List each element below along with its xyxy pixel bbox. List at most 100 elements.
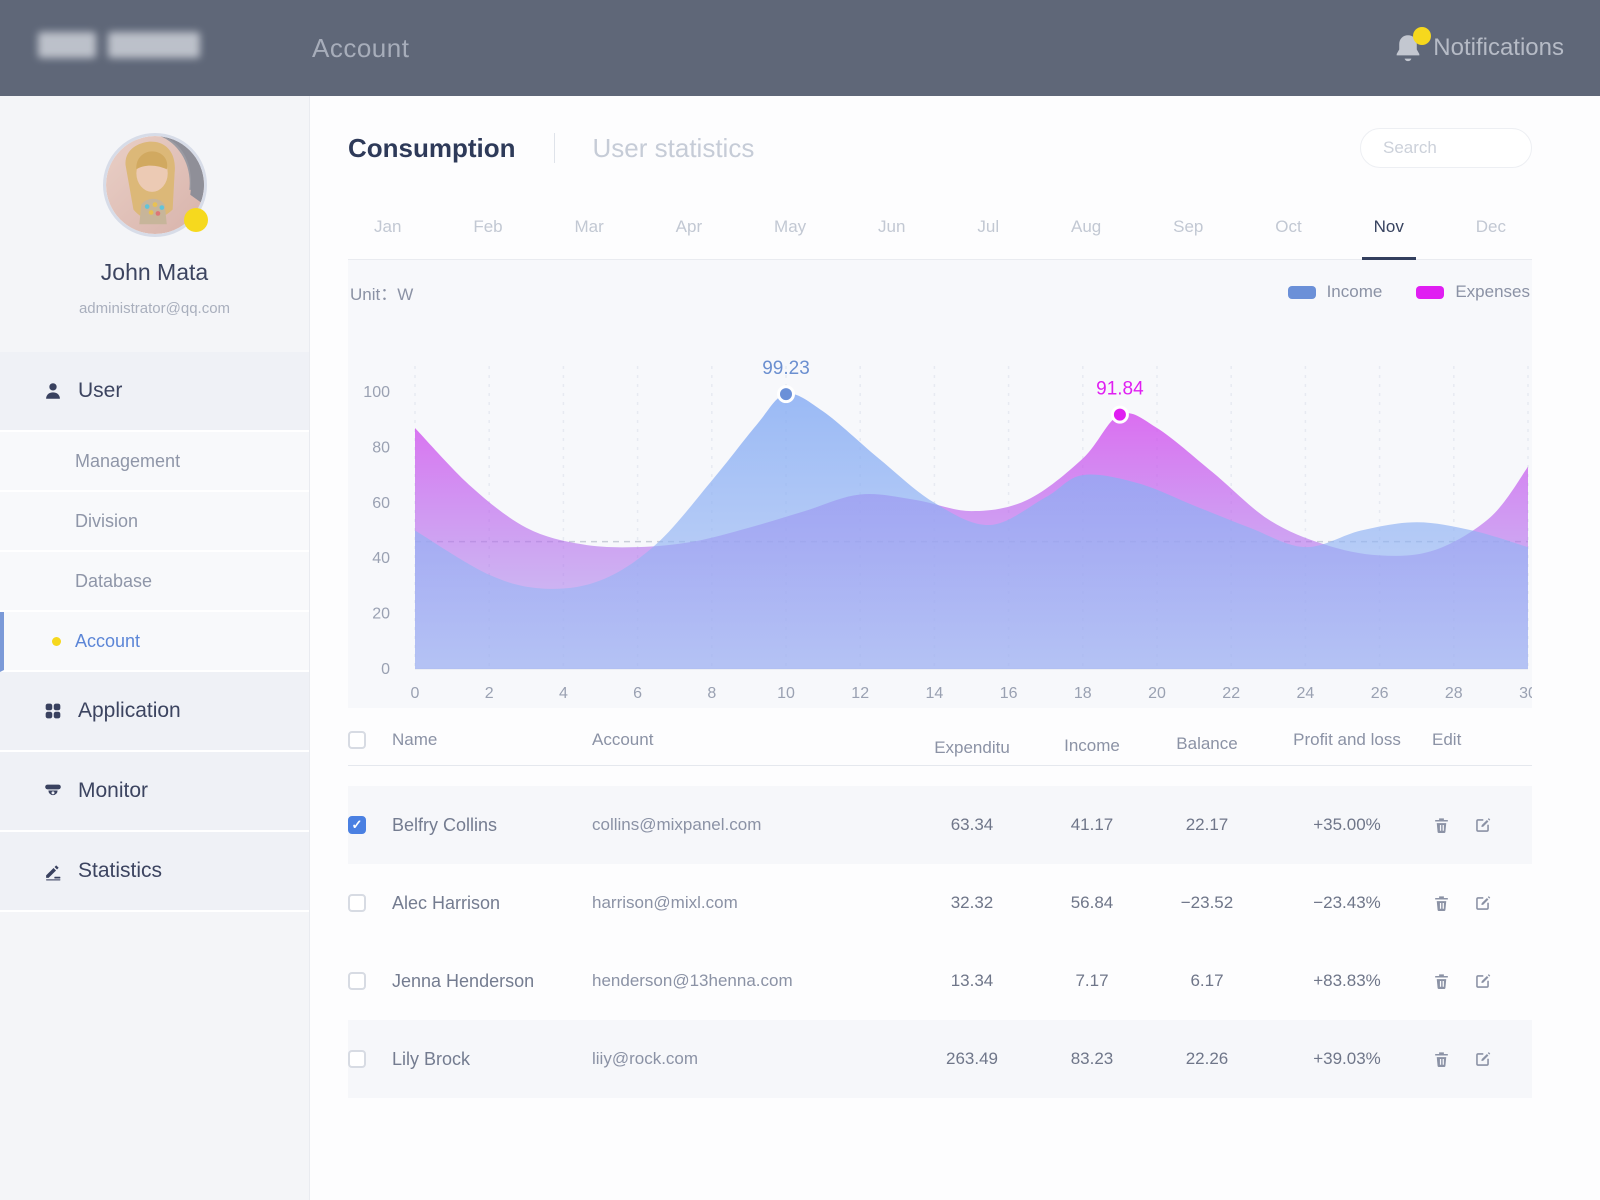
delete-icon[interactable] bbox=[1432, 894, 1451, 913]
cell-expenditure: 63.34 bbox=[950, 815, 994, 834]
search-input[interactable] bbox=[1360, 128, 1532, 168]
svg-text:91.84: 91.84 bbox=[1096, 379, 1144, 400]
col-header-edit: Edit bbox=[1432, 729, 1462, 749]
cell-account: harrison@mixl.com bbox=[592, 893, 738, 912]
svg-text:14: 14 bbox=[926, 685, 944, 702]
tab-user-statistics[interactable]: User statistics bbox=[592, 132, 755, 163]
main-content: Consumption User statistics Jan Feb Mar Apr… bbox=[311, 96, 1600, 1200]
svg-text:0: 0 bbox=[381, 661, 390, 678]
svg-text:22: 22 bbox=[1222, 685, 1240, 702]
cell-income: 41.17 bbox=[1070, 815, 1114, 834]
avatar[interactable] bbox=[102, 133, 208, 237]
sidebar-item-label: Statistics bbox=[78, 859, 163, 882]
app-grid-icon bbox=[42, 700, 64, 722]
page-title: Account bbox=[312, 32, 410, 63]
income-peak-marker: 99.23 bbox=[762, 358, 810, 404]
edit-icon[interactable] bbox=[1473, 894, 1492, 913]
month-tab-may[interactable]: May bbox=[774, 217, 807, 236]
cell-profit-loss: +39.03% bbox=[1313, 1049, 1381, 1068]
col-header-income: Income bbox=[1064, 735, 1120, 755]
cell-expenditure: 263.49 bbox=[946, 1049, 998, 1068]
svg-text:100: 100 bbox=[363, 384, 390, 401]
edit-icon[interactable] bbox=[1473, 972, 1492, 991]
cell-balance: 6.17 bbox=[1190, 971, 1224, 990]
svg-text:6: 6 bbox=[633, 685, 642, 702]
cell-edit-actions bbox=[1432, 816, 1532, 835]
svg-text:99.23: 99.23 bbox=[762, 358, 810, 379]
edit-icon[interactable] bbox=[1473, 816, 1492, 835]
sidebar-item-label: User bbox=[78, 379, 123, 402]
month-tab-feb[interactable]: Feb bbox=[473, 217, 503, 236]
month-tab-sep[interactable]: Sep bbox=[1173, 217, 1204, 236]
table-header: Name Account Expenditu Income Balance Pr… bbox=[348, 718, 1532, 766]
row-checkbox[interactable]: ✓ bbox=[348, 816, 366, 834]
tab-divider bbox=[553, 133, 555, 163]
user-name: John Mata bbox=[100, 259, 209, 285]
cell-income: 83.23 bbox=[1070, 1049, 1114, 1068]
user-email: administrator@qq.com bbox=[78, 300, 231, 317]
tab-consumption[interactable]: Consumption bbox=[348, 132, 516, 163]
notifications-button[interactable]: Notifications bbox=[1391, 27, 1564, 65]
cell-edit-actions bbox=[1432, 1050, 1532, 1069]
sidebar-item-monitor[interactable]: Monitor bbox=[0, 752, 309, 832]
select-all-checkbox[interactable] bbox=[348, 730, 366, 749]
cell-income: 56.84 bbox=[1070, 893, 1114, 912]
accounts-table: Name Account Expenditu Income Balance Pr… bbox=[348, 718, 1532, 1098]
row-checkbox[interactable] bbox=[348, 1050, 366, 1068]
legend-expenses: Expenses bbox=[1416, 282, 1530, 302]
app-logo-redacted bbox=[38, 32, 200, 58]
delete-icon[interactable] bbox=[1432, 1050, 1451, 1069]
month-tab-oct[interactable]: Oct bbox=[1275, 217, 1302, 236]
sidebar-item-label: Account bbox=[75, 630, 141, 651]
svg-text:20: 20 bbox=[1148, 685, 1166, 702]
month-tab-aug[interactable]: Aug bbox=[1070, 217, 1102, 236]
svg-text:18: 18 bbox=[1074, 685, 1092, 702]
cell-account: liiy@rock.com bbox=[592, 1049, 699, 1068]
edit-icon[interactable] bbox=[1473, 1050, 1492, 1069]
cell-name: Alec Harrison bbox=[392, 892, 501, 913]
sidebar-item-application[interactable]: Application bbox=[0, 672, 309, 752]
profile-card: John Mata administrator@qq.com bbox=[0, 96, 309, 352]
sidebar-item-management[interactable]: Management bbox=[0, 432, 309, 492]
svg-text:0: 0 bbox=[411, 685, 420, 702]
delete-icon[interactable] bbox=[1432, 972, 1451, 991]
svg-text:30: 30 bbox=[1519, 685, 1532, 702]
cell-name: Lily Brock bbox=[392, 1048, 471, 1069]
month-tab-nov[interactable]: Nov bbox=[1361, 217, 1416, 261]
month-tab-mar[interactable]: Mar bbox=[574, 217, 604, 236]
income-swatch bbox=[1287, 285, 1316, 299]
cell-account: collins@mixpanel.com bbox=[592, 815, 762, 834]
sidebar-item-statistics[interactable]: Statistics bbox=[0, 832, 309, 912]
table-row-1: ✓ Belfry Collins collins@mixpanel.com 63.34… bbox=[348, 786, 1532, 864]
top-bar: Account Notifications bbox=[0, 0, 1600, 96]
month-tab-dec[interactable]: Dec bbox=[1475, 217, 1506, 236]
svg-text:20: 20 bbox=[372, 606, 390, 623]
row-checkbox[interactable] bbox=[348, 894, 366, 912]
svg-text:26: 26 bbox=[1371, 685, 1389, 702]
col-header-account: Account bbox=[592, 729, 654, 749]
sidebar-item-user[interactable]: User bbox=[0, 352, 309, 432]
table-body: ✓ Belfry Collins collins@mixpanel.com 63.34… bbox=[348, 786, 1532, 1098]
sidebar-item-database[interactable]: Database bbox=[0, 552, 309, 612]
sidebar-item-division[interactable]: Division bbox=[0, 492, 309, 552]
svg-text:8: 8 bbox=[707, 685, 716, 702]
income-area-series bbox=[415, 393, 1528, 669]
chart-legend: Income Expenses bbox=[1287, 282, 1530, 302]
month-tab-jan[interactable]: Jan bbox=[374, 217, 402, 236]
svg-text:60: 60 bbox=[372, 495, 390, 512]
month-tab-jul[interactable]: Jul bbox=[977, 217, 1000, 236]
month-tab-apr[interactable]: Apr bbox=[675, 217, 703, 236]
sidebar-item-account[interactable]: Account bbox=[0, 612, 309, 672]
expenses-peak-marker: 91.84 bbox=[1096, 379, 1144, 424]
sidebar: John Mata administrator@qq.com User Mana… bbox=[0, 96, 310, 1200]
row-checkbox[interactable] bbox=[348, 972, 366, 990]
cell-balance: 22.17 bbox=[1185, 815, 1229, 834]
month-tab-jun[interactable]: Jun bbox=[878, 217, 906, 236]
col-header-balance: Balance bbox=[1176, 733, 1238, 753]
cell-balance: −23.52 bbox=[1180, 893, 1234, 912]
col-header-expenditure: Expenditu bbox=[934, 737, 1010, 757]
svg-text:28: 28 bbox=[1445, 685, 1463, 702]
cell-profit-loss: +83.83% bbox=[1313, 971, 1381, 990]
delete-icon[interactable] bbox=[1432, 816, 1451, 835]
